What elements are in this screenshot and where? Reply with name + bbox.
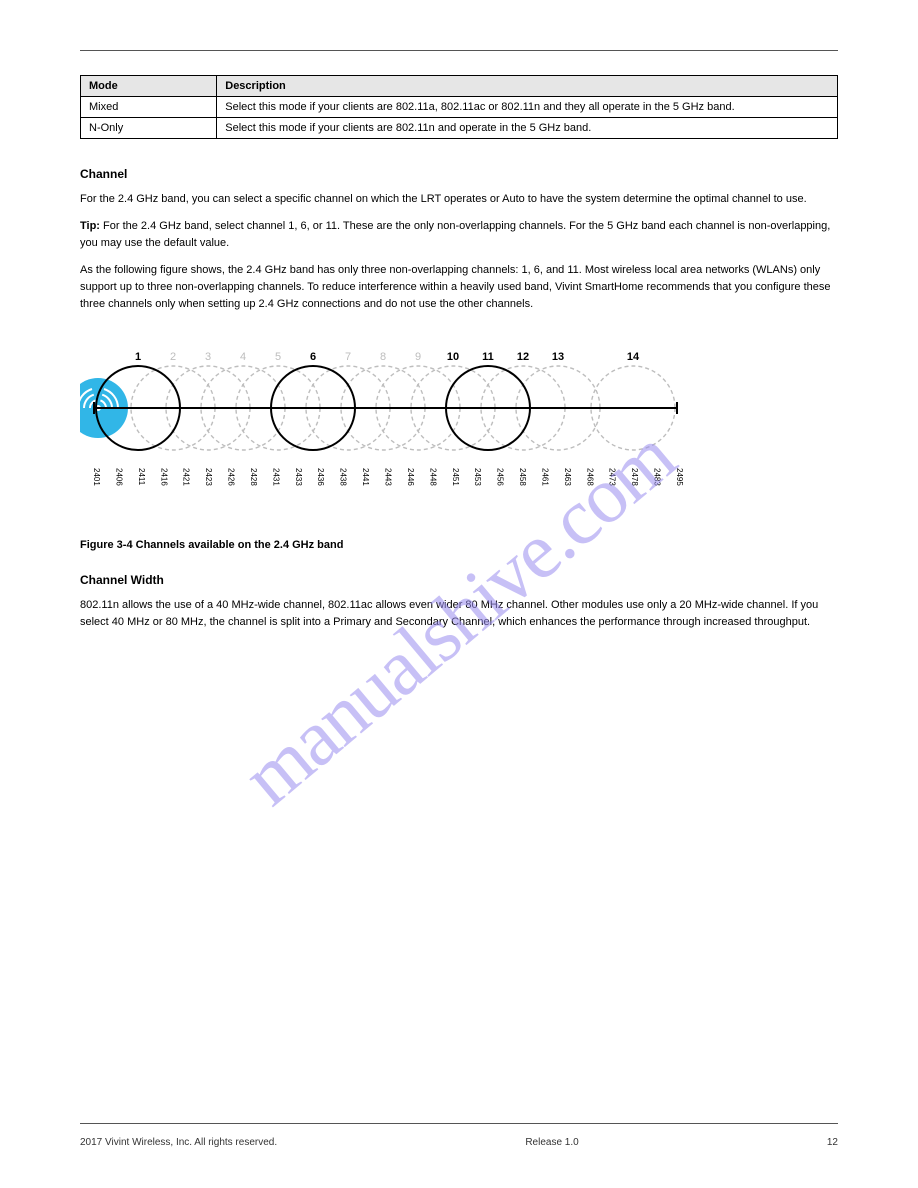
svg-text:1: 1 xyxy=(135,351,141,363)
svg-text:11: 11 xyxy=(482,351,494,363)
table-row: N-Only Select this mode if your clients … xyxy=(81,118,838,139)
svg-text:2426: 2426 xyxy=(227,468,236,486)
svg-text:2441: 2441 xyxy=(361,468,370,486)
svg-text:2406: 2406 xyxy=(114,468,123,486)
svg-text:2458: 2458 xyxy=(518,468,527,486)
section-channel-p1: For the 2.4 GHz band, you can select a s… xyxy=(80,191,838,208)
svg-text:2453: 2453 xyxy=(473,468,482,486)
svg-text:2456: 2456 xyxy=(496,468,505,486)
th-desc: Description xyxy=(217,76,838,97)
cell-mode: N-Only xyxy=(81,118,217,139)
svg-text:2463: 2463 xyxy=(563,468,572,486)
channel-svg: 1234567891011121314240124062411241624212… xyxy=(80,323,740,533)
svg-text:2443: 2443 xyxy=(384,468,393,486)
svg-text:2: 2 xyxy=(170,351,176,363)
cell-desc: Select this mode if your clients are 802… xyxy=(217,118,838,139)
svg-text:2438: 2438 xyxy=(339,468,348,486)
svg-text:9: 9 xyxy=(415,351,421,363)
figure-caption: Figure 3-4 Channels available on the 2.4… xyxy=(80,539,838,551)
bottom-rule xyxy=(80,1123,838,1124)
tip-text: For the 2.4 GHz band, select channel 1, … xyxy=(80,220,830,249)
section-width-title: Channel Width xyxy=(80,573,838,587)
svg-text:2461: 2461 xyxy=(540,468,549,486)
section-width-p1: 802.11n allows the use of a 40 MHz-wide … xyxy=(80,597,838,631)
top-rule xyxy=(80,50,838,51)
svg-text:2401: 2401 xyxy=(92,468,101,486)
svg-text:5: 5 xyxy=(275,351,281,363)
svg-text:2433: 2433 xyxy=(294,468,303,486)
svg-text:2436: 2436 xyxy=(316,468,325,486)
footer-left: 2017 Vivint Wireless, Inc. All rights re… xyxy=(80,1137,277,1148)
svg-text:2423: 2423 xyxy=(204,468,213,486)
tip-label: Tip: xyxy=(80,220,100,232)
svg-text:14: 14 xyxy=(627,351,640,363)
svg-text:2448: 2448 xyxy=(428,468,437,486)
svg-text:3: 3 xyxy=(205,351,211,363)
svg-text:6: 6 xyxy=(310,351,316,363)
svg-text:10: 10 xyxy=(447,351,459,363)
svg-text:2478: 2478 xyxy=(630,468,639,486)
svg-text:2411: 2411 xyxy=(137,468,146,486)
svg-text:2421: 2421 xyxy=(182,468,191,486)
cell-desc: Select this mode if your clients are 802… xyxy=(217,97,838,118)
svg-text:2451: 2451 xyxy=(451,468,460,486)
svg-text:2431: 2431 xyxy=(271,468,280,486)
th-mode: Mode xyxy=(81,76,217,97)
table-row: Mixed Select this mode if your clients a… xyxy=(81,97,838,118)
svg-text:2428: 2428 xyxy=(249,468,258,486)
footer-page: 12 xyxy=(827,1137,838,1148)
svg-text:2416: 2416 xyxy=(159,468,168,486)
svg-text:7: 7 xyxy=(345,351,351,363)
svg-text:2483: 2483 xyxy=(653,468,662,486)
svg-text:2446: 2446 xyxy=(406,468,415,486)
section-channel-tip: Tip: For the 2.4 GHz band, select channe… xyxy=(80,218,838,252)
svg-text:12: 12 xyxy=(517,351,529,363)
svg-text:2473: 2473 xyxy=(608,468,617,486)
svg-text:8: 8 xyxy=(380,351,386,363)
svg-text:2495: 2495 xyxy=(675,468,684,486)
footer-release: Release 1.0 xyxy=(525,1137,578,1148)
svg-text:4: 4 xyxy=(240,351,246,363)
section-channel-p3: As the following figure shows, the 2.4 G… xyxy=(80,262,838,313)
footer: 2017 Vivint Wireless, Inc. All rights re… xyxy=(80,1137,838,1148)
channel-figure: 1234567891011121314240124062411241624212… xyxy=(80,323,838,533)
cell-mode: Mixed xyxy=(81,97,217,118)
svg-text:13: 13 xyxy=(552,351,564,363)
mode-table: Mode Description Mixed Select this mode … xyxy=(80,75,838,139)
section-channel-title: Channel xyxy=(80,167,838,181)
svg-text:2468: 2468 xyxy=(585,468,594,486)
